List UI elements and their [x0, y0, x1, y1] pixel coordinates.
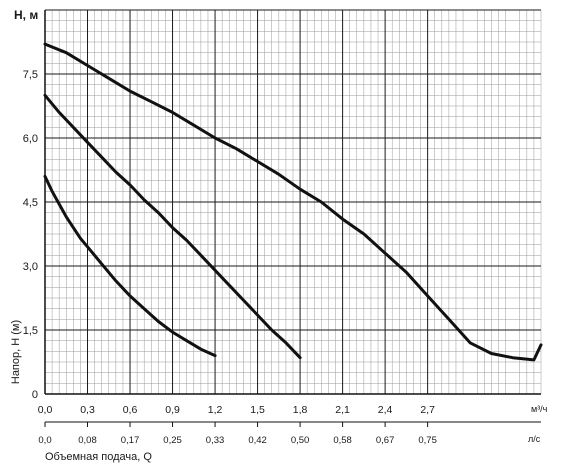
series-line-3 [43, 174, 217, 358]
x-tick-label: 0,6 [123, 404, 138, 416]
grid [44, 9, 542, 395]
x-unit-label: м³/ч [531, 404, 548, 414]
y-tick-label: 1,5 [23, 325, 38, 337]
x2-tick-label: 0,58 [333, 435, 352, 446]
y-tick-label: 4,5 [23, 197, 38, 209]
y-tick-label: 6,0 [23, 133, 38, 145]
x-tick-label: 0,3 [80, 404, 95, 416]
x-tick-label: 2,1 [335, 404, 350, 416]
y-tick-label: 7,5 [23, 69, 38, 81]
x-tick-label: 1,2 [208, 404, 223, 416]
x-tick-label: 2,7 [420, 404, 435, 416]
x-tick-label: 0,0 [38, 404, 53, 416]
series-line-2 [43, 93, 302, 360]
curves [43, 42, 543, 362]
x2-tick-label: 0,25 [163, 435, 182, 446]
x2-tick-label: 0,75 [418, 435, 437, 446]
y-title: H, м [14, 8, 38, 22]
x2-title: Объемная подача, Q [45, 451, 152, 463]
labels: 0 1,5 3,0 4,5 6,0 7,5 0,0 0,0 0,3 0,08 0,6 0,17 0,9 0… [23, 10, 541, 446]
y-tick-label: 0 [32, 389, 38, 401]
x2-tick-label: 0,67 [376, 435, 395, 446]
x2-tick-label: 0,08 [78, 435, 97, 446]
y-tick-label: 3,0 [23, 261, 38, 273]
x-tick-label: 1,5 [250, 404, 265, 416]
series-line-1 [43, 42, 543, 362]
x2-tick-label: 0,17 [121, 435, 140, 446]
x-tick-label: 0,9 [165, 404, 180, 416]
x2-unit-label: л/с [528, 434, 541, 444]
x2-tick-label: 0,42 [248, 435, 267, 446]
x-tick-label: 2,4 [378, 404, 393, 416]
x2-tick-label: 0,33 [206, 435, 225, 446]
x-tick-label: 1,8 [293, 404, 308, 416]
x2-tick-label: 0,50 [291, 435, 310, 446]
x2-tick-label: 0,0 [38, 435, 51, 446]
y-axis-label: Напор, H (м) [10, 320, 22, 384]
